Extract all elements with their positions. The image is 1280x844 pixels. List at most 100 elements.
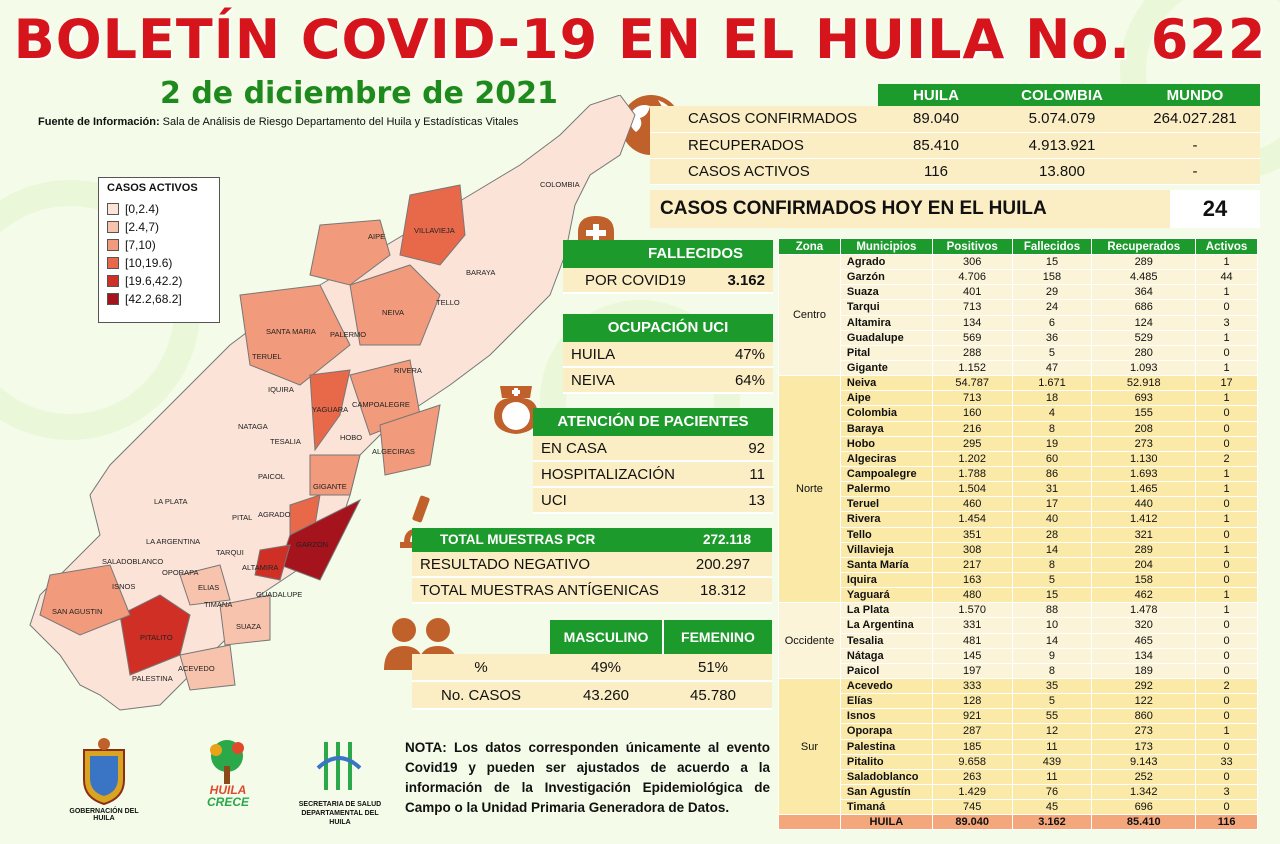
table-cell: 19: [1011, 435, 1093, 452]
table-cell: 333: [931, 677, 1013, 695]
municipality-name: Nátaga: [839, 647, 933, 664]
table-cell: 1.478: [1091, 602, 1197, 619]
table-cell: 1: [1195, 465, 1258, 483]
table-cell: 0: [1195, 556, 1258, 573]
table-cell: 0: [1195, 768, 1258, 785]
table-cell: 185: [931, 738, 1013, 755]
table-cell: 189: [1091, 662, 1197, 679]
municipality-name: Acevedo: [839, 677, 933, 695]
municipality-name: Agrado: [839, 253, 933, 271]
map-label-yaguara: YAGUARA: [312, 405, 349, 414]
fallecidos-title: FALLECIDOS: [563, 240, 773, 268]
pitalito-shape: [119, 594, 191, 676]
table-cell: 0: [1195, 420, 1258, 437]
table-cell: 481: [931, 632, 1013, 649]
table-cell: 9: [1011, 647, 1093, 664]
summary-table: HUILA COLOMBIA MUNDO CASOS CONFIRMADOS 8…: [650, 84, 1260, 185]
today-cases-value: 24: [1170, 190, 1260, 228]
municipality-table: Zona Municipios Positivos Fallecidos Rec…: [778, 238, 1258, 831]
municipality-name: Tarqui: [839, 299, 933, 316]
table-cell: 88: [1011, 602, 1093, 619]
municipality-name: Suaza: [839, 284, 933, 301]
legend-item: [42.2,68.2]: [107, 290, 211, 308]
table-cell: 2: [1195, 677, 1258, 695]
table-row: Villavieja 308 14 289 1: [779, 541, 1258, 558]
table-cell: 9.658: [931, 753, 1013, 770]
gender-row-male: 43.260: [583, 687, 629, 704]
municipality-name: Aipe: [839, 390, 933, 407]
summary-value-colombia: 4.913.921: [994, 132, 1130, 159]
municipality-name: Campoalegre: [839, 465, 933, 483]
col-header-recuperados: Recuperados: [1091, 238, 1197, 255]
table-row: San Agustín 1.429 76 1.342 3: [779, 783, 1258, 801]
summary-row: RECUPERADOS 85.410 4.913.921 -: [650, 132, 1260, 159]
huila-crece-word-2: CRECE: [206, 795, 249, 809]
zone-cell: Norte: [778, 375, 841, 604]
map-label-isnos: ISNOS: [112, 582, 136, 591]
map-label-la-argentina: LA ARGENTINA: [146, 537, 201, 546]
table-cell: 745: [931, 799, 1013, 816]
yaguara-shape: [309, 369, 351, 452]
table-cell: 17: [1195, 375, 1258, 392]
table-cell: 28: [1011, 526, 1093, 543]
today-cases-banner: CASOS CONFIRMADOS HOY EN EL HUILA 24: [650, 190, 1260, 228]
table-row: Pital 288 5 280 0: [779, 344, 1258, 361]
municipality-name: Yaguará: [839, 587, 933, 604]
table-row: Saladoblanco 263 11 252 0: [779, 768, 1258, 785]
municipality-name: Villavieja: [839, 541, 933, 558]
legend-swatch: [107, 203, 119, 215]
municipality-name: Timaná: [839, 799, 933, 816]
atencion-pacientes-box: ATENCIÓN DE PACIENTES EN CASA 92 HOSPITAL…: [533, 408, 773, 514]
col-header-activos: Activos: [1195, 238, 1258, 255]
table-cell: 24: [1011, 299, 1093, 316]
table-cell: 292: [1091, 677, 1197, 695]
legend-label: [2.4,7): [125, 220, 160, 234]
table-cell: 14: [1011, 541, 1093, 558]
municipality-name: Hobo: [839, 435, 933, 452]
atencion-title: ATENCIÓN DE PACIENTES: [533, 408, 773, 436]
pcr-row-label: RESULTADO NEGATIVO: [420, 556, 591, 573]
municipality-name: Altamira: [839, 314, 933, 331]
table-row: Sur Acevedo 333 35 292 2: [778, 677, 1258, 816]
table-cell: 686: [1091, 299, 1197, 316]
table-row: Nátaga 145 9 134 0: [779, 647, 1258, 664]
table-cell: 3: [1195, 783, 1258, 801]
table-cell: 295: [931, 435, 1013, 452]
map-legend: CASOS ACTIVOS [0,2.4) [2.4,7) [7,10) [10…: [98, 177, 220, 323]
secretaria-label: SECRETARIA DE SALUD DEPARTAMENTAL DEL HU…: [290, 800, 390, 827]
table-cell: 15: [1011, 253, 1093, 271]
table-row: Suaza 401 29 364 1: [779, 284, 1258, 301]
table-cell: 12: [1011, 723, 1093, 740]
table-cell: 0: [1195, 632, 1258, 649]
table-cell: 1.412: [1091, 511, 1197, 528]
algeciras-shape: [379, 404, 441, 476]
neiva-shape: [349, 264, 441, 346]
table-cell: 173: [1091, 738, 1197, 755]
table-cell: 9.143: [1091, 753, 1197, 770]
municipality-name: Algeciras: [839, 450, 933, 467]
table-cell: 3: [1195, 314, 1258, 331]
disclaimer-note: NOTA: Los datos corresponden únicamente …: [405, 740, 770, 815]
gender-box: MASCULINO FEMENINO % 49% 51% No. CASOS 43.2…: [412, 620, 772, 710]
table-row: Colombia 160 4 155 0: [779, 405, 1258, 422]
map-label-palestina: PALESTINA: [132, 674, 173, 683]
table-cell: 8: [1011, 420, 1093, 437]
table-row: Palermo 1.504 31 1.465 1: [779, 481, 1258, 498]
legend-swatch: [107, 257, 119, 269]
source-label: Fuente de Información:: [38, 116, 160, 128]
municipality-name: Guadalupe: [839, 329, 933, 346]
table-row: Santa María 217 8 204 0: [779, 556, 1258, 573]
table-cell: 155: [1091, 405, 1197, 422]
zone-cell: Centro: [778, 253, 841, 377]
table-cell: 47: [1011, 359, 1093, 377]
table-row: Guadalupe 569 36 529 1: [779, 329, 1258, 346]
table-row: Teruel 460 17 440 0: [779, 496, 1258, 513]
table-cell: 5: [1011, 344, 1093, 361]
col-header-fallecidos: Fallecidos: [1011, 238, 1093, 255]
table-cell: 86: [1011, 465, 1093, 483]
table-cell: 0: [1195, 693, 1258, 710]
table-cell: 1: [1195, 723, 1258, 740]
table-row: Altamira 134 6 124 3: [779, 314, 1258, 331]
summary-value-mundo: 264.027.281: [1130, 106, 1260, 133]
municipality-name: Gigante: [839, 359, 933, 377]
